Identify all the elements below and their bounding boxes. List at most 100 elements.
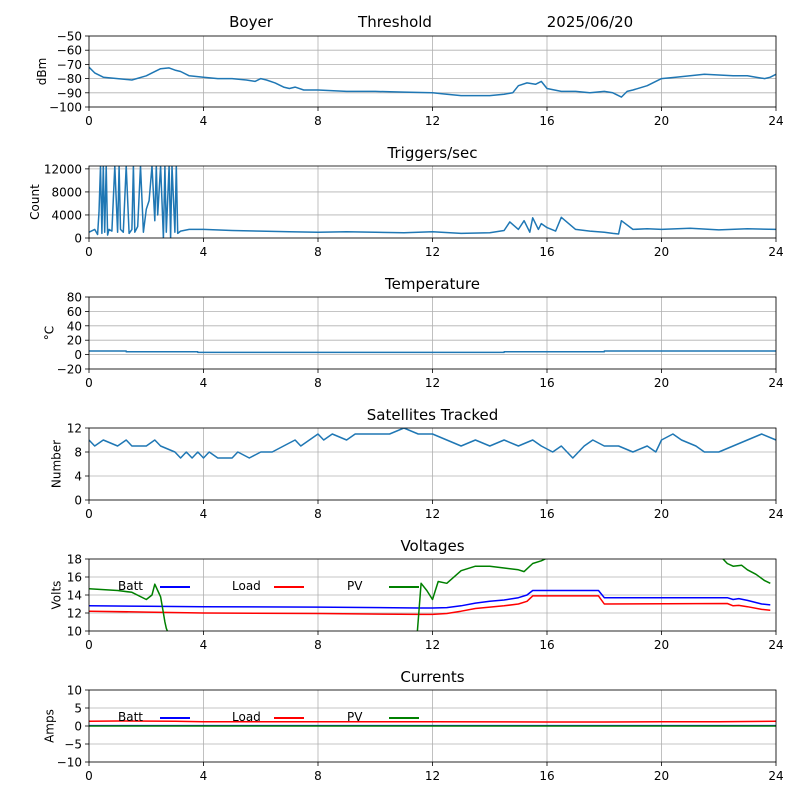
chart-panel-3: 0 4 8 12 16 20 24 0 4 8 12 Satellites Tracked Number — [50, 406, 784, 521]
y-axis-label: Amps — [42, 709, 56, 743]
series-line-0 — [89, 428, 776, 459]
y-tick-label: 8 — [74, 446, 82, 460]
x-tick-label: 20 — [654, 376, 669, 390]
y-tick-label: −10 — [57, 756, 82, 770]
legend-label-pv: PV — [347, 710, 363, 724]
x-tick-label: 4 — [200, 114, 208, 128]
x-tick-label: 16 — [539, 114, 554, 128]
x-tick-label: 8 — [314, 507, 322, 521]
y-tick-label: 0 — [74, 720, 82, 734]
series-line-pv — [89, 559, 771, 631]
x-tick-label: 16 — [539, 638, 554, 652]
x-tick-label: 4 — [200, 376, 208, 390]
chart-title: Currents — [400, 668, 464, 686]
y-tick-label: −5 — [64, 738, 82, 752]
legend-label-load: Load — [232, 579, 261, 593]
chart-panel-1: 0 4 8 12 16 20 24 0 4000 8000 12000 Triggers/sec Cou… — [28, 144, 784, 259]
y-tick-label: 10 — [67, 684, 82, 698]
x-tick-label: 16 — [539, 376, 554, 390]
x-tick-label: 4 — [200, 769, 208, 783]
x-tick-label: 12 — [425, 638, 440, 652]
series-line-load — [89, 720, 776, 723]
x-tick-label: 8 — [314, 638, 322, 652]
x-tick-label: 8 — [314, 245, 322, 259]
y-tick-label: −90 — [57, 86, 82, 100]
y-tick-label: −50 — [57, 30, 82, 44]
x-tick-label: 8 — [314, 376, 322, 390]
x-tick-label: 20 — [654, 245, 669, 259]
chart-title: Triggers/sec — [387, 144, 478, 162]
y-tick-label: 60 — [67, 305, 82, 319]
y-tick-label: −20 — [57, 363, 82, 377]
series-line-batt — [89, 589, 771, 609]
x-tick-label: 24 — [768, 376, 783, 390]
x-tick-label: 24 — [768, 769, 783, 783]
x-tick-label: 16 — [539, 507, 554, 521]
y-tick-label: 0 — [74, 494, 82, 508]
y-tick-label: 18 — [67, 553, 82, 567]
series-line-load — [89, 595, 771, 616]
legend-label-batt: Batt — [118, 579, 143, 593]
y-tick-label: 40 — [67, 319, 82, 333]
y-tick-label: 0 — [74, 232, 82, 246]
header-date: 2025/06/20 — [547, 13, 633, 31]
x-tick-label: 12 — [425, 114, 440, 128]
y-tick-label: 12000 — [44, 162, 82, 176]
y-axis-label: Volts — [50, 581, 64, 610]
y-tick-label: 0 — [74, 348, 82, 362]
x-tick-label: 12 — [425, 376, 440, 390]
y-tick-label: 10 — [67, 625, 82, 639]
y-tick-label: −60 — [57, 44, 82, 58]
y-axis-label: °C — [42, 326, 56, 340]
x-tick-label: 20 — [654, 638, 669, 652]
x-tick-label: 0 — [85, 769, 93, 783]
y-tick-label: 12 — [67, 607, 82, 621]
y-tick-label: 14 — [67, 589, 82, 603]
x-tick-label: 12 — [425, 507, 440, 521]
x-tick-label: 12 — [425, 245, 440, 259]
legend-label-pv: PV — [347, 579, 363, 593]
y-tick-label: 16 — [67, 571, 82, 585]
series-line-0 — [89, 66, 776, 98]
y-axis-label: dBm — [35, 58, 49, 86]
chart-panel-0: 0 4 8 12 16 20 24 −100−90−80−70−60−50 dBm — [35, 30, 783, 129]
y-tick-label: 20 — [67, 334, 82, 348]
x-tick-label: 0 — [85, 638, 93, 652]
x-tick-label: 20 — [654, 114, 669, 128]
x-tick-label: 24 — [768, 245, 783, 259]
series-line-0 — [89, 350, 776, 354]
y-tick-label: −100 — [49, 101, 82, 115]
x-tick-label: 20 — [654, 769, 669, 783]
header-station: Boyer — [229, 13, 274, 31]
x-tick-label: 4 — [200, 507, 208, 521]
series-line-0 — [89, 166, 776, 238]
x-tick-label: 0 — [85, 376, 93, 390]
y-tick-label: 12 — [67, 422, 82, 436]
x-tick-label: 24 — [768, 114, 783, 128]
header-label: Threshold — [357, 13, 432, 31]
x-tick-label: 0 — [85, 114, 93, 128]
x-tick-label: 16 — [539, 769, 554, 783]
y-tick-label: −70 — [57, 58, 82, 72]
y-tick-label: 5 — [74, 702, 82, 716]
y-tick-label: 80 — [67, 291, 82, 305]
y-axis-label: Count — [28, 184, 42, 220]
y-tick-label: 4 — [74, 470, 82, 484]
x-tick-label: 16 — [539, 245, 554, 259]
x-tick-label: 4 — [200, 245, 208, 259]
y-tick-label: −80 — [57, 72, 82, 86]
legend-label-load: Load — [232, 710, 261, 724]
legend-label-batt: Batt — [118, 710, 143, 724]
x-tick-label: 8 — [314, 769, 322, 783]
y-tick-label: 4000 — [51, 208, 82, 222]
chart-title: Temperature — [384, 275, 480, 293]
x-tick-label: 4 — [200, 638, 208, 652]
x-tick-label: 24 — [768, 638, 783, 652]
x-tick-label: 24 — [768, 507, 783, 521]
x-tick-label: 12 — [425, 769, 440, 783]
x-tick-label: 0 — [85, 507, 93, 521]
chart-panel-5: 0 4 8 12 16 20 24 −10 −5 0 5 10 Currents Amps Batt Load… — [42, 668, 783, 783]
